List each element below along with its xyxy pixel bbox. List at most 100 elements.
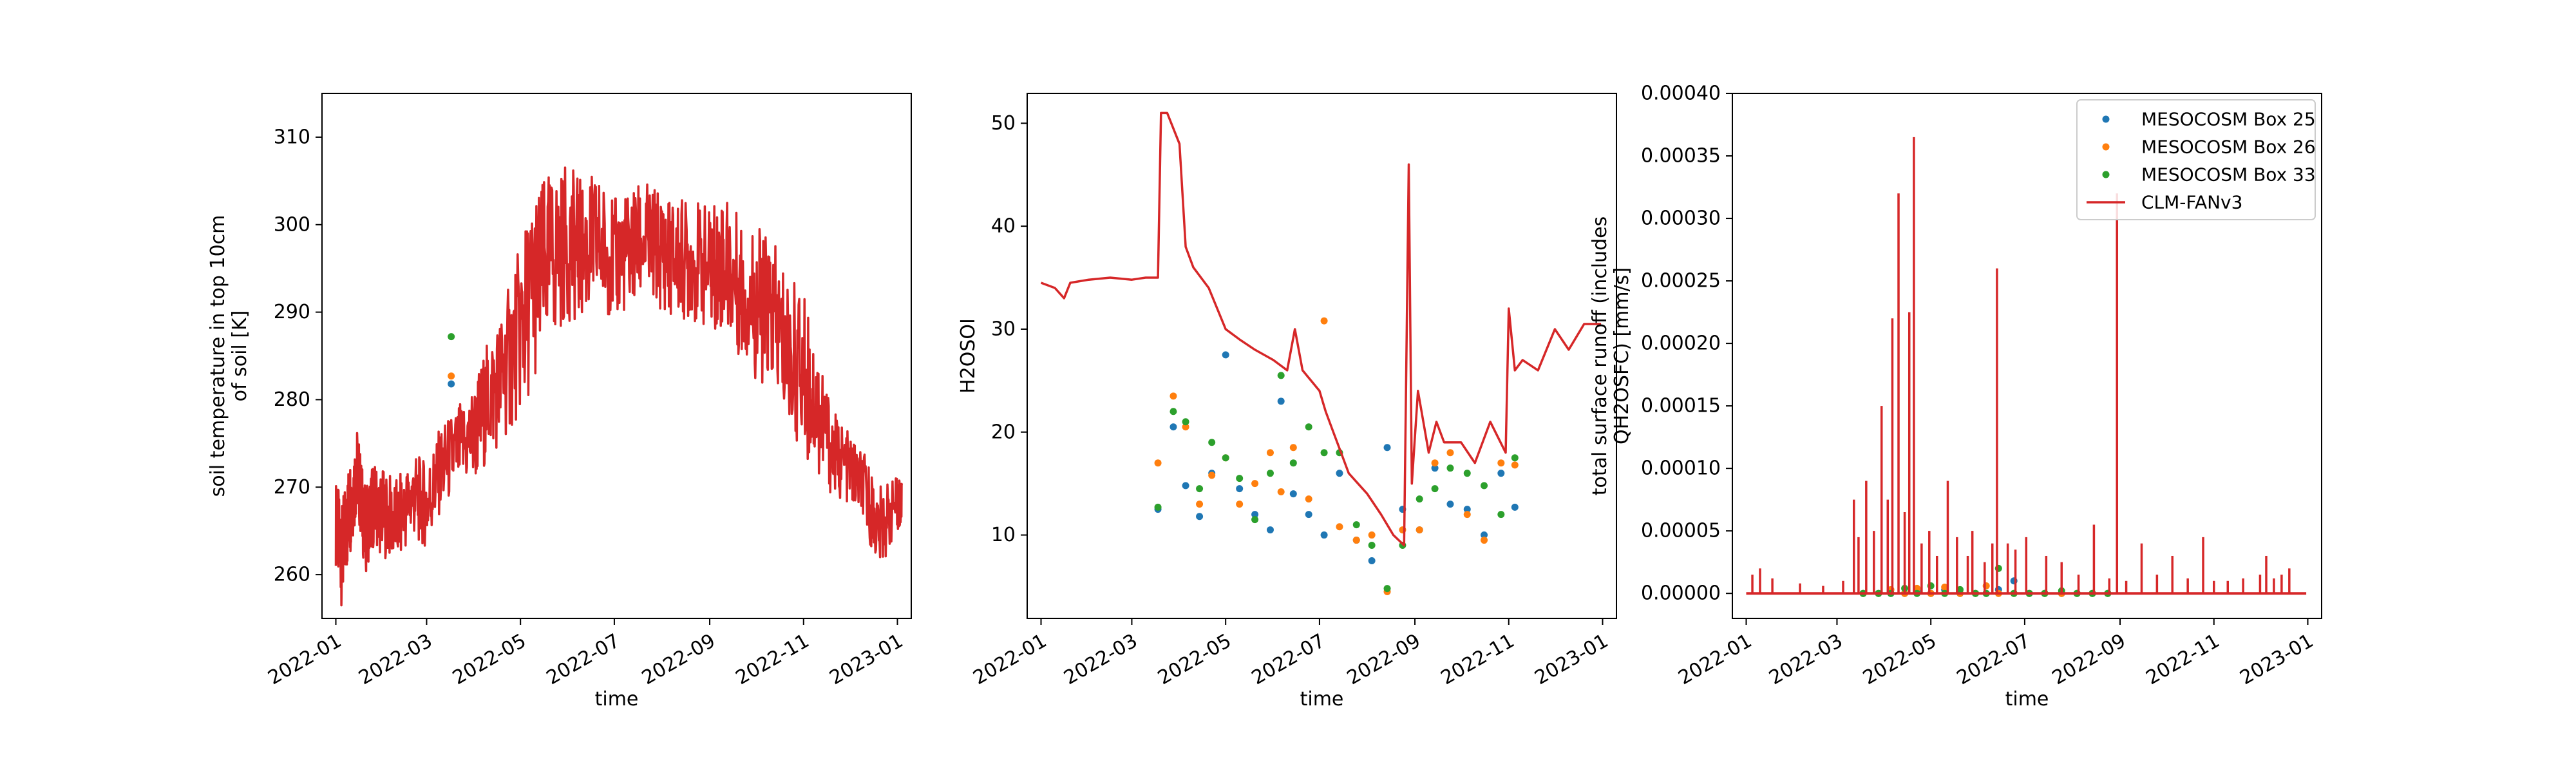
x-tick-label: 2022-11: [2143, 629, 2224, 689]
chart-panel-2: 2022-01 2022-03 2022-05 2022-07 2022-09 2022-…: [957, 93, 1617, 711]
data-point: [1481, 537, 1488, 544]
x-tick-label: 2022-03: [1060, 629, 1141, 689]
y-tick-label: 0.00030: [1641, 207, 1721, 230]
legend-marker: [2102, 171, 2110, 178]
y-tick-label: 0.00025: [1641, 270, 1721, 292]
series-line-clm-fanv3: [1040, 111, 1602, 547]
data-point: [1170, 423, 1177, 431]
y-tick-label: 0.00035: [1641, 145, 1721, 167]
data-point: [1463, 506, 1471, 513]
x-tick-label: 2022-05: [449, 629, 530, 689]
legend-entry: MESOCOSM Box 25: [2141, 109, 2316, 130]
data-point: [1236, 475, 1244, 482]
data-point: [1305, 511, 1312, 519]
data-point: [1277, 397, 1285, 405]
y-axis-label: H2OSOI: [957, 318, 980, 394]
data-point: [448, 333, 455, 341]
y-axis-label-line: soil temperature in top 10cm: [207, 215, 229, 497]
x-tick-label: 2022-05: [1859, 629, 1940, 689]
data-point: [1182, 482, 1189, 490]
data-point: [1446, 464, 1454, 472]
y-tick-label: 0.00015: [1641, 395, 1721, 417]
data-point: [1320, 449, 1328, 457]
legend-marker: [2102, 115, 2110, 123]
data-point: [1251, 480, 1259, 488]
data-point: [1208, 472, 1216, 479]
data-point: [1289, 444, 1297, 452]
chart-panel-3: 2022-01 2022-03 2022-05 2022-07 2022-09 2022-…: [1589, 82, 2322, 711]
data-point: [1266, 526, 1274, 534]
data-point: [1289, 490, 1297, 498]
data-point: [1383, 444, 1391, 452]
y-tick-label: 0.00005: [1641, 520, 1721, 542]
legend-entry: MESOCOSM Box 33: [2141, 164, 2316, 186]
x-tick-label: 2022-03: [1765, 629, 1846, 689]
data-point: [1368, 531, 1376, 539]
data-point: [1266, 470, 1274, 477]
data-point: [1511, 454, 1519, 462]
data-point: [1416, 526, 1423, 534]
x-tick-label: 2022-07: [1953, 629, 2034, 689]
y-axis-label: total surface runoff (includesQH2OSFC) […: [1589, 216, 1633, 496]
x-tick-label: 2022-01: [969, 629, 1050, 689]
data-point: [1170, 408, 1177, 415]
x-tick-label: 2022-07: [1248, 629, 1329, 689]
data-point: [1463, 470, 1471, 477]
data-point: [1431, 459, 1439, 467]
x-axis-label: time: [595, 688, 639, 711]
data-point: [1251, 511, 1259, 519]
data-point: [1305, 495, 1312, 503]
y-tick-label: 300: [274, 213, 310, 236]
data-point: [1289, 459, 1297, 467]
data-point: [1497, 459, 1505, 467]
data-point: [1336, 470, 1343, 477]
x-axis-label: time: [2005, 688, 2049, 711]
y-axis-label-line: total surface runoff (includes: [1589, 216, 1611, 496]
series-line-clm-fanv3: [334, 166, 904, 607]
data-point: [1941, 583, 1949, 591]
data-point: [1320, 317, 1328, 325]
x-tick-label: 2023-01: [826, 629, 907, 689]
data-point: [1182, 418, 1189, 426]
y-tick-label: 270: [274, 476, 310, 499]
data-point: [1154, 503, 1162, 511]
y-tick-label: 30: [991, 318, 1016, 340]
data-point: [1446, 449, 1454, 457]
data-point: [1208, 439, 1216, 446]
data-point: [1431, 464, 1439, 472]
legend-marker: [2102, 143, 2110, 151]
data-point: [448, 380, 455, 388]
legend-entry: MESOCOSM Box 26: [2141, 137, 2316, 158]
x-tick-label: 2023-01: [2236, 629, 2317, 689]
plot-area: [1746, 137, 2307, 597]
data-point: [1277, 372, 1285, 379]
plot-area: [334, 166, 904, 607]
y-tick-label: 0.00010: [1641, 457, 1721, 480]
x-axis-label: time: [1300, 688, 1344, 711]
x-tick-label: 2022-11: [732, 629, 813, 689]
data-point: [1416, 495, 1423, 503]
data-point: [1481, 531, 1488, 539]
data-point: [1222, 351, 1229, 359]
data-point: [1352, 537, 1360, 544]
x-tick-label: 2022-09: [638, 629, 719, 689]
y-tick-label: 40: [991, 215, 1016, 238]
data-point: [1196, 485, 1204, 493]
y-tick-label: 0.00020: [1641, 332, 1721, 355]
plot-frame: [1732, 93, 2322, 619]
data-point: [1196, 513, 1204, 520]
plot-area: [1040, 111, 1602, 595]
y-axis-label: soil temperature in top 10cmof soil [K]: [207, 215, 251, 497]
x-tick-label: 2022-11: [1437, 629, 1519, 689]
data-point: [1383, 585, 1391, 593]
x-tick-label: 2022-09: [2049, 629, 2130, 689]
data-point: [1511, 461, 1519, 469]
y-tick-label: 0.00040: [1641, 82, 1721, 105]
x-tick-label: 2022-07: [543, 629, 624, 689]
data-point: [1497, 511, 1505, 519]
data-point: [1236, 485, 1244, 493]
y-axis-label-line: of soil [K]: [229, 310, 251, 402]
data-point: [1222, 454, 1229, 462]
plot-frame: [321, 93, 912, 619]
x-tick-label: 2023-01: [1531, 629, 1612, 689]
